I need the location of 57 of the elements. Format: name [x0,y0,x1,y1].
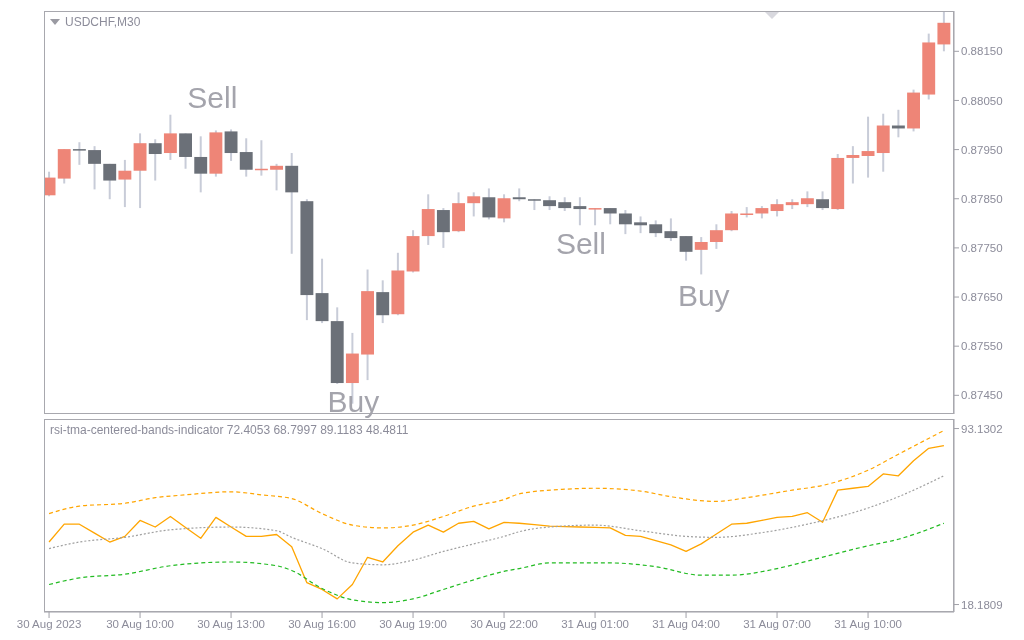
candlestick [816,190,829,212]
y-tick-label: 0.87450 [961,389,1003,402]
candlestick [725,210,738,233]
candlestick [179,132,192,170]
y-tick-label: 0.87550 [961,340,1003,353]
candlestick [573,196,587,227]
y-tick-label: 0.87850 [961,192,1003,205]
candlestick [88,145,101,191]
candlestick [118,158,132,209]
x-tick-label: 30 Aug 13:00 [197,618,265,631]
chart-title: rsi-tma-centered-bands-indicator 72.4053 68.7997 89.1183 48.4811 [50,423,409,437]
candlestick [376,279,390,325]
line-series [48,475,945,566]
candlestick [467,191,481,218]
x-tick-label: 31 Aug 07:00 [743,618,811,631]
candlestick [270,162,283,192]
chart-title: USDCHF,M30 [65,15,141,29]
y-tick-label: 0.88150 [961,45,1003,58]
x-tick-label: 30 Aug 16:00 [288,618,356,631]
candlestick [436,207,450,249]
x-tick-label: 31 Aug 10:00 [834,618,902,631]
candlestick [618,209,632,236]
y-tick-label: 0.87750 [961,241,1003,254]
candlestick [664,217,678,242]
candlestick [163,113,177,161]
candlestick [148,138,162,182]
line-series [48,522,945,604]
x-tick-label: 30 Aug 10:00 [106,618,174,631]
candlestick [679,235,693,262]
annotation: Sell [187,81,238,115]
annotation: Sell [555,226,606,260]
x-tick-label: 31 Aug 04:00 [652,618,720,631]
annotation: Buy [327,384,380,418]
candlestick [103,162,117,201]
y-tick-label: 93.1302 [961,422,1003,435]
candlestick [694,236,708,276]
candlestick [72,141,86,166]
y-tick-label: 0.87950 [961,143,1003,156]
candlestick [44,170,56,198]
candlestick [239,137,253,178]
candlestick [709,223,723,250]
line-series [48,444,945,600]
candlestick [846,145,860,185]
y-tick-label: 18.1809 [961,598,1003,611]
y-tick-label: 0.87650 [961,291,1003,304]
x-tick-label: 30 Aug 22:00 [470,618,538,631]
y-tick-label: 0.88050 [961,94,1003,107]
candlestick [194,135,208,194]
candlestick [937,11,951,53]
annotation: Buy [677,279,730,313]
candlestick [497,193,511,224]
candlestick [482,187,496,221]
x-tick-label: 31 Aug 01:00 [561,618,629,631]
candlestick [224,128,238,162]
x-tick-label: 30 Aug 2023 [16,618,82,631]
x-tick-label: 30 Aug 19:00 [379,618,447,631]
candlestick [861,115,875,179]
